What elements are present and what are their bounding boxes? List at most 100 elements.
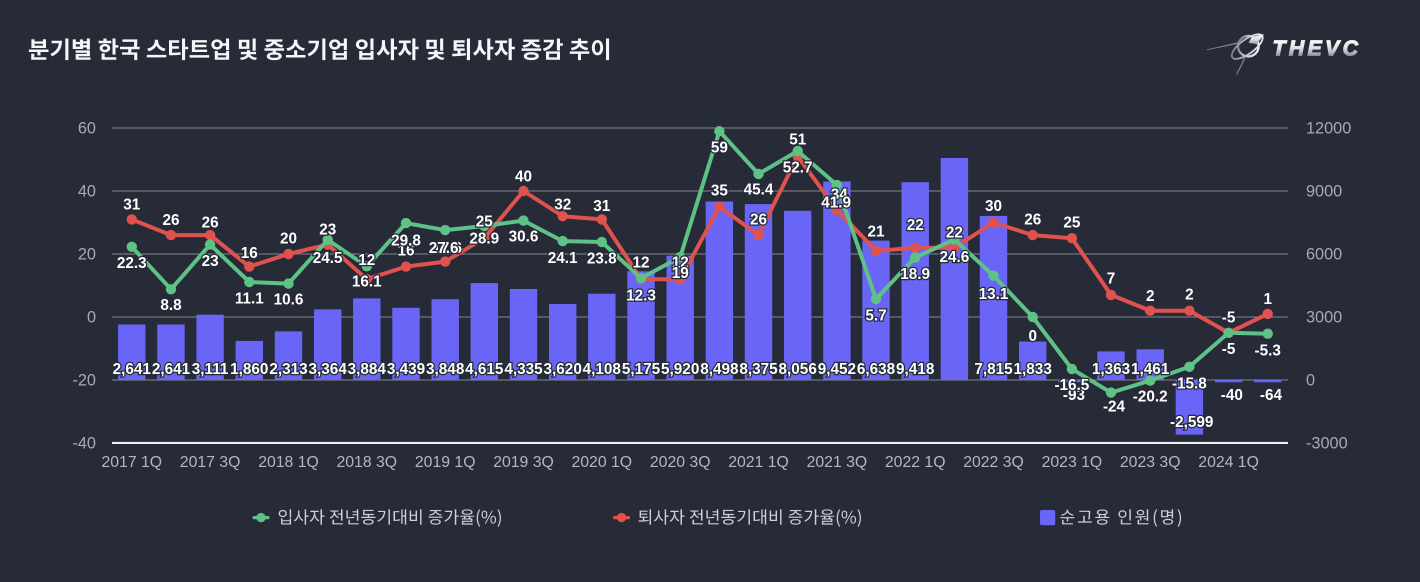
- svg-text:2017 3Q: 2017 3Q: [180, 454, 241, 471]
- svg-text:21: 21: [867, 223, 885, 240]
- svg-text:-20.2: -20.2: [1133, 388, 1168, 405]
- svg-text:-24: -24: [1103, 398, 1126, 415]
- svg-text:3,364: 3,364: [309, 361, 348, 378]
- svg-text:5,175: 5,175: [622, 361, 661, 378]
- svg-text:9000: 9000: [1306, 182, 1342, 200]
- svg-text:2021 3Q: 2021 3Q: [807, 454, 868, 471]
- svg-text:1: 1: [1263, 291, 1272, 308]
- svg-text:6000: 6000: [1306, 245, 1342, 263]
- svg-text:52.7: 52.7: [783, 159, 813, 176]
- svg-text:5.7: 5.7: [865, 307, 886, 324]
- svg-text:-40: -40: [1221, 387, 1243, 404]
- svg-text:2024 1Q: 2024 1Q: [1198, 454, 1259, 471]
- svg-text:40: 40: [515, 168, 532, 185]
- svg-text:1,833: 1,833: [1014, 361, 1052, 378]
- svg-text:4,108: 4,108: [583, 361, 622, 378]
- svg-text:22: 22: [946, 224, 963, 241]
- svg-text:9,452: 9,452: [818, 361, 856, 378]
- svg-text:23.8: 23.8: [587, 250, 617, 267]
- svg-text:3,111: 3,111: [192, 361, 229, 378]
- svg-text:16.1: 16.1: [352, 273, 382, 290]
- svg-text:-5: -5: [1222, 309, 1236, 326]
- svg-text:2020 1Q: 2020 1Q: [571, 454, 632, 471]
- svg-text:11.1: 11.1: [235, 291, 264, 308]
- svg-text:51: 51: [789, 131, 807, 148]
- svg-text:8,375: 8,375: [739, 361, 778, 378]
- svg-text:2020 3Q: 2020 3Q: [650, 454, 711, 471]
- svg-text:-20: -20: [72, 371, 96, 389]
- svg-text:5,920: 5,920: [661, 361, 699, 378]
- svg-text:0: 0: [1028, 328, 1037, 345]
- svg-text:2,313: 2,313: [269, 361, 307, 378]
- svg-text:30: 30: [985, 198, 1002, 215]
- svg-text:20: 20: [78, 245, 96, 263]
- svg-text:20: 20: [280, 230, 297, 247]
- svg-text:18.9: 18.9: [900, 266, 930, 283]
- svg-text:-2,599: -2,599: [1170, 414, 1213, 431]
- svg-text:1,860: 1,860: [230, 361, 268, 378]
- svg-text:12.3: 12.3: [626, 287, 656, 304]
- svg-text:24.6: 24.6: [940, 249, 970, 266]
- svg-text:0: 0: [1306, 371, 1315, 389]
- svg-text:2019 3Q: 2019 3Q: [493, 454, 554, 471]
- svg-text:31: 31: [593, 198, 611, 215]
- svg-text:12: 12: [358, 252, 375, 269]
- svg-text:2023 3Q: 2023 3Q: [1120, 454, 1181, 471]
- svg-text:2: 2: [1185, 286, 1194, 303]
- svg-text:16: 16: [397, 242, 414, 259]
- svg-text:-16.5: -16.5: [1054, 377, 1089, 394]
- svg-text:26: 26: [162, 212, 179, 229]
- svg-text:19: 19: [672, 265, 689, 282]
- svg-text:25: 25: [476, 213, 494, 230]
- svg-text:25: 25: [1063, 214, 1081, 231]
- svg-text:-3000: -3000: [1306, 434, 1348, 452]
- svg-text:3,848: 3,848: [426, 361, 465, 378]
- svg-text:60: 60: [78, 119, 96, 137]
- svg-text:3,620: 3,620: [544, 361, 582, 378]
- svg-text:29.8: 29.8: [391, 232, 421, 249]
- svg-text:-40: -40: [72, 434, 96, 452]
- svg-text:2018 1Q: 2018 1Q: [258, 454, 319, 471]
- svg-text:1,363: 1,363: [1092, 361, 1130, 378]
- svg-text:2017 1Q: 2017 1Q: [101, 454, 162, 471]
- svg-text:24.5: 24.5: [313, 250, 343, 267]
- svg-text:27.6: 27.6: [429, 240, 459, 257]
- svg-text:2018 3Q: 2018 3Q: [336, 454, 397, 471]
- svg-text:2,641: 2,641: [113, 361, 152, 378]
- svg-text:2019 1Q: 2019 1Q: [415, 454, 476, 471]
- svg-text:-93: -93: [1063, 387, 1085, 404]
- svg-text:13.1: 13.1: [979, 286, 1009, 303]
- svg-text:2022 1Q: 2022 1Q: [885, 454, 946, 471]
- svg-text:12000: 12000: [1306, 119, 1351, 137]
- svg-text:30.6: 30.6: [509, 228, 539, 245]
- svg-text:6,638: 6,638: [857, 361, 896, 378]
- svg-text:10.6: 10.6: [274, 291, 304, 308]
- svg-text:0: 0: [87, 308, 96, 326]
- svg-text:12: 12: [672, 254, 689, 271]
- svg-text:-5: -5: [1222, 341, 1236, 358]
- svg-text:2022 3Q: 2022 3Q: [963, 454, 1024, 471]
- svg-text:24.1: 24.1: [548, 250, 578, 267]
- svg-text:34: 34: [831, 187, 849, 204]
- svg-text:2021 1Q: 2021 1Q: [728, 454, 789, 471]
- svg-text:3,884: 3,884: [348, 361, 387, 378]
- svg-text:31: 31: [123, 196, 141, 213]
- svg-text:28.9: 28.9: [469, 230, 499, 247]
- svg-text:23: 23: [319, 221, 336, 238]
- svg-text:23: 23: [202, 253, 219, 270]
- svg-text:7: 7: [1107, 270, 1116, 287]
- svg-text:40: 40: [78, 182, 96, 200]
- svg-text:8.8: 8.8: [160, 297, 182, 314]
- svg-text:7,815: 7,815: [974, 361, 1013, 378]
- svg-text:26: 26: [202, 214, 219, 231]
- svg-text:22: 22: [907, 217, 924, 234]
- svg-text:35: 35: [711, 182, 729, 199]
- svg-text:9,418: 9,418: [896, 361, 935, 378]
- svg-text:4,615: 4,615: [465, 361, 504, 378]
- svg-text:3000: 3000: [1306, 308, 1342, 326]
- svg-text:4,335: 4,335: [504, 361, 543, 378]
- svg-text:45.4: 45.4: [744, 181, 774, 198]
- svg-text:2,641: 2,641: [152, 361, 191, 378]
- svg-text:-64: -64: [1260, 387, 1283, 404]
- svg-text:26: 26: [1024, 211, 1041, 228]
